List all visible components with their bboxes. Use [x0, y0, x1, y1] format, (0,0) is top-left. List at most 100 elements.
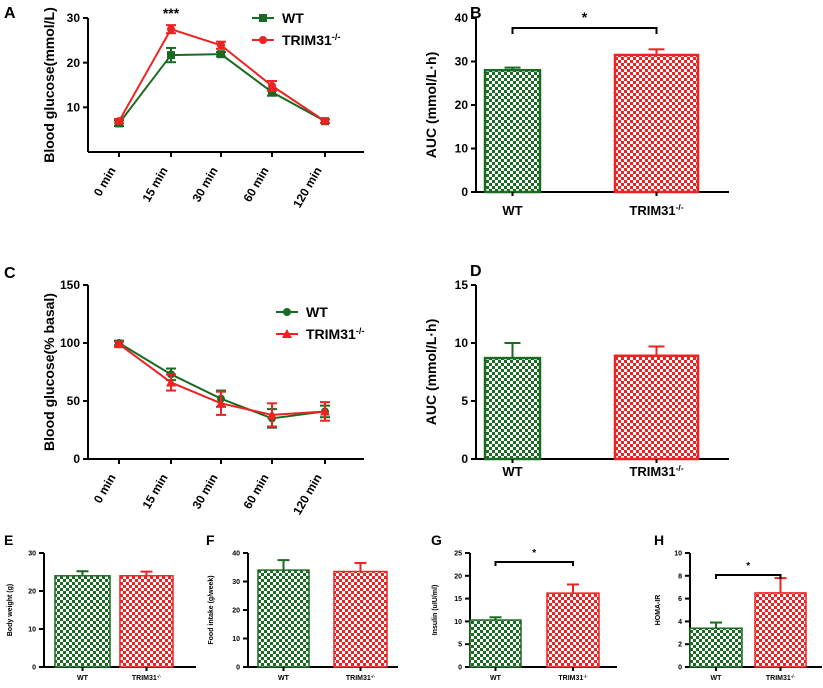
significance-star: * — [532, 548, 536, 559]
x-tick-label: 0 min — [91, 165, 119, 199]
data-point — [217, 50, 225, 59]
y-tick-label: 0 — [458, 664, 462, 671]
data-point — [267, 409, 277, 419]
y-tick-label: 0 — [73, 452, 80, 466]
panel-letter: H — [654, 532, 664, 548]
x-tick-label: 60 min — [240, 472, 271, 512]
y-tick-label: 2 — [678, 642, 682, 649]
y-tick-label: 30 — [455, 55, 469, 69]
significance-bracket — [715, 574, 782, 579]
legend-label: WT — [282, 10, 304, 26]
data-point — [167, 51, 175, 60]
bar-ko — [613, 53, 700, 194]
x-tick-label: 30 min — [189, 165, 220, 205]
x-tick-label: TRIM31-/- — [766, 674, 796, 683]
y-tick-label: 20 — [232, 607, 240, 614]
y-tick-label: 8 — [678, 573, 682, 580]
panel-letter: C — [4, 265, 16, 282]
x-tick-label: WT — [502, 464, 522, 479]
data-point — [115, 117, 123, 126]
y-tick-label: 10 — [455, 336, 469, 350]
legend-marker — [259, 14, 267, 22]
y-tick-label: 10 — [67, 101, 81, 115]
y-axis-label: Blood glucose(% basal) — [41, 293, 57, 451]
y-axis-label: HOMA-IR — [655, 595, 662, 626]
series-wt — [114, 46, 330, 128]
y-tick-label: 50 — [67, 394, 81, 408]
bar-ko — [613, 354, 700, 461]
y-tick-label: 100 — [60, 336, 80, 350]
x-tick-label: TRIM31-/- — [558, 674, 588, 683]
legend-label: TRIM31-/- — [306, 326, 364, 342]
y-tick-label: 15 — [455, 278, 469, 292]
bar-ko — [546, 592, 600, 668]
x-tick-label: WT — [502, 203, 522, 218]
y-tick-label: 25 — [454, 550, 462, 557]
x-tick-label: TRIM31-/- — [346, 674, 376, 683]
series-ko — [114, 24, 330, 126]
y-tick-label: 20 — [454, 573, 462, 580]
y-tick-label: 0 — [236, 664, 240, 671]
data-point — [320, 406, 330, 416]
data-point — [167, 25, 175, 34]
y-tick-label: 0 — [32, 664, 36, 671]
panel-letter: E — [4, 532, 13, 548]
y-tick-label: 20 — [67, 56, 81, 70]
y-tick-label: 30 — [67, 11, 81, 25]
panel-letter: F — [206, 532, 215, 548]
x-tick-label: WT — [278, 675, 290, 682]
bar-wt — [54, 575, 111, 668]
data-point — [268, 88, 276, 97]
x-tick-label: 15 min — [139, 472, 170, 512]
y-tick-label: 10 — [28, 626, 36, 633]
x-tick-label: 0 min — [91, 472, 119, 506]
y-tick-label: 30 — [28, 550, 36, 557]
bar-wt — [483, 356, 542, 461]
y-tick-label: 5 — [461, 394, 468, 408]
series-ko — [114, 339, 330, 428]
significance-annotation: *** — [163, 5, 180, 21]
panel-d: D 0 5 10 15 AUC (mmol/L·h) WT TRIM31-/- — [423, 263, 729, 479]
x-tick-label: 120 min — [290, 472, 324, 518]
panel-h: H 0 2 4 6 8 10 HOMA-IR WT TRIM31-/- * — [654, 532, 822, 682]
x-tick-label: 15 min — [139, 165, 170, 205]
bar-wt — [257, 569, 310, 668]
y-tick-label: 6 — [678, 596, 682, 603]
panel-letter: A — [4, 5, 16, 22]
y-tick-label: 0 — [461, 452, 468, 466]
y-axis-label: Food intake (g/week) — [208, 575, 215, 644]
bar-wt — [469, 619, 522, 668]
panel-a: A 10 20 30 Blood glucose(mmol/L) 0 min 15 min 3… — [4, 5, 364, 210]
bar-ko — [333, 570, 388, 668]
panel-e: E 0 10 20 30 Body weight (g) WT TRIM31-/- — [4, 532, 196, 682]
x-tick-label: WT — [711, 675, 723, 682]
y-axis-label: Body weight (g) — [7, 584, 14, 637]
x-tick-label: TRIM31-/- — [629, 202, 683, 218]
y-tick-label: 40 — [455, 11, 469, 25]
y-tick-label: 10 — [674, 550, 682, 557]
y-tick-label: 40 — [232, 550, 240, 557]
y-tick-label: 4 — [678, 619, 682, 626]
x-tick-label: TRIM31-/- — [629, 463, 683, 479]
panel-letter: G — [431, 532, 442, 548]
legend-marker — [282, 329, 292, 338]
x-tick-label: WT — [77, 675, 89, 682]
data-point — [216, 398, 226, 408]
y-tick-label: 0 — [461, 185, 468, 199]
y-tick-label: 5 — [458, 642, 462, 649]
x-tick-label: 60 min — [240, 165, 271, 205]
x-tick-label: TRIM31-/- — [132, 674, 162, 683]
legend-marker — [259, 36, 267, 44]
y-axis-label: Blood glucose(mmol/L) — [41, 7, 57, 163]
data-point — [114, 339, 124, 349]
y-tick-label: 15 — [454, 596, 462, 603]
x-tick-label: 120 min — [290, 165, 324, 211]
x-tick-label: 30 min — [189, 472, 220, 512]
bar-ko — [754, 592, 807, 668]
y-axis-label: AUC (mmol/L·h) — [423, 52, 439, 159]
y-axis-label: AUC (mmol/L·h) — [423, 319, 439, 426]
panel-letter: B — [470, 5, 482, 22]
panel-f: F 0 10 20 30 40 Food intake (g/week) WT TRIM31-/… — [206, 532, 398, 682]
significance-star: * — [746, 561, 750, 572]
